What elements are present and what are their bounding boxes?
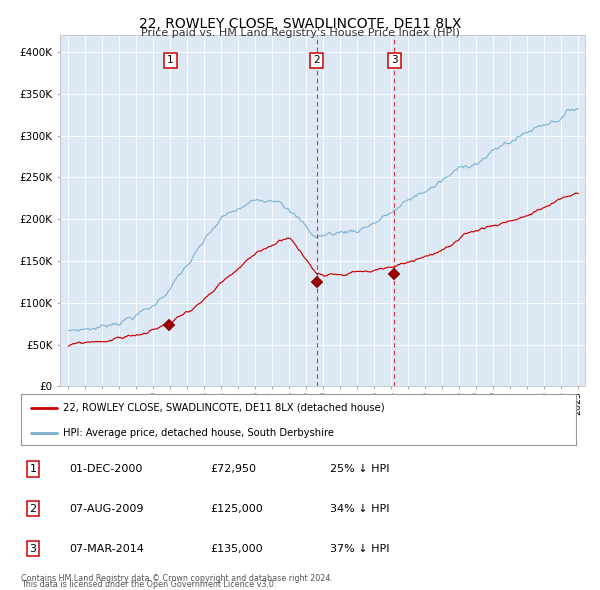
- Text: 34% ↓ HPI: 34% ↓ HPI: [330, 504, 389, 513]
- Text: Contains HM Land Registry data © Crown copyright and database right 2024.: Contains HM Land Registry data © Crown c…: [21, 574, 333, 583]
- Text: 1: 1: [29, 464, 37, 474]
- Text: 07-MAR-2014: 07-MAR-2014: [69, 544, 144, 553]
- Text: 37% ↓ HPI: 37% ↓ HPI: [330, 544, 389, 553]
- Text: 07-AUG-2009: 07-AUG-2009: [69, 504, 143, 513]
- Text: 01-DEC-2000: 01-DEC-2000: [69, 464, 142, 474]
- Text: 3: 3: [391, 55, 398, 65]
- Text: £135,000: £135,000: [210, 544, 263, 553]
- Text: 3: 3: [29, 544, 37, 553]
- Text: 25% ↓ HPI: 25% ↓ HPI: [330, 464, 389, 474]
- Text: £125,000: £125,000: [210, 504, 263, 513]
- Text: This data is licensed under the Open Government Licence v3.0.: This data is licensed under the Open Gov…: [21, 581, 277, 589]
- Text: 22, ROWLEY CLOSE, SWADLINCOTE, DE11 8LX: 22, ROWLEY CLOSE, SWADLINCOTE, DE11 8LX: [139, 17, 461, 31]
- Text: 2: 2: [29, 504, 37, 513]
- Text: £72,950: £72,950: [210, 464, 256, 474]
- Text: HPI: Average price, detached house, South Derbyshire: HPI: Average price, detached house, Sout…: [62, 428, 334, 438]
- Text: 1: 1: [167, 55, 174, 65]
- Text: 2: 2: [313, 55, 320, 65]
- Text: Price paid vs. HM Land Registry's House Price Index (HPI): Price paid vs. HM Land Registry's House …: [140, 28, 460, 38]
- Text: 22, ROWLEY CLOSE, SWADLINCOTE, DE11 8LX (detached house): 22, ROWLEY CLOSE, SWADLINCOTE, DE11 8LX …: [62, 402, 384, 412]
